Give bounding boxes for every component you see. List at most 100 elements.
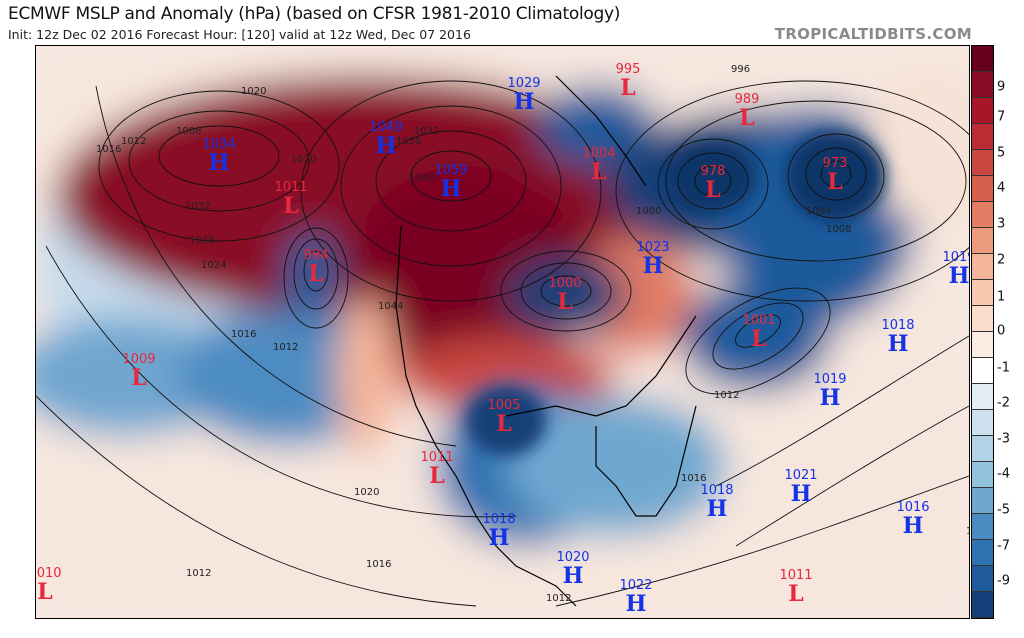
colorbar-tick-label: -5 — [997, 502, 1010, 518]
pressure-type-letter: H — [625, 591, 647, 617]
contour-label: 1012 — [546, 593, 572, 604]
pressure-value: 1005 — [487, 398, 521, 413]
colorbar-tick-label: 4 — [997, 180, 1006, 196]
pressure-type-letter: L — [705, 177, 721, 203]
coastlines — [395, 75, 697, 607]
colorbar-bin — [972, 46, 993, 72]
isobars — [36, 80, 969, 607]
contour-label: 1036 — [396, 136, 422, 147]
pressure-type-letter: H — [819, 385, 841, 411]
pressure-value: 1018 — [700, 483, 734, 498]
high-pressure-center: 1023 H — [636, 241, 669, 277]
pressure-type-letter: H — [375, 133, 397, 159]
pressure-type-letter: H — [706, 496, 728, 522]
contour-label: 1000 — [636, 206, 662, 217]
colorbar-tick-label: 0 — [997, 323, 1006, 339]
colorbar-tick-label: 9 — [997, 79, 1006, 95]
low-pressure-center: 1011 L — [779, 569, 812, 605]
pressure-value: 1009 — [122, 352, 156, 367]
pressure-type-letter: L — [496, 411, 512, 437]
pressure-value: 1018 — [482, 512, 516, 527]
low-pressure-center: 989 L — [735, 93, 760, 129]
pressure-type-letter: H — [948, 263, 970, 289]
pressure-value: 1011 — [779, 568, 813, 583]
pressure-type-letter: L — [751, 326, 767, 352]
pressure-value: 1001 — [742, 313, 776, 328]
contour-label: 1004 — [806, 206, 832, 217]
colorbar-bin — [972, 540, 993, 566]
colorbar-tick-label: 3 — [997, 216, 1006, 232]
pressure-value: 1011 — [420, 450, 454, 465]
high-pressure-center: 1018 H — [881, 319, 914, 355]
high-pressure-center: 1021 H — [784, 469, 817, 505]
pressure-type-letter: L — [37, 579, 53, 605]
low-pressure-center: 1005 L — [487, 399, 520, 435]
low-pressure-center: 994 L — [304, 249, 329, 285]
low-pressure-center: 1004 L — [582, 147, 615, 183]
pressure-type-letter: H — [790, 481, 812, 507]
colorbar-bin — [972, 410, 993, 436]
pressure-value: 1016 — [896, 500, 930, 515]
colorbar-tick-label: -7 — [997, 538, 1010, 554]
pressure-type-letter: L — [620, 75, 636, 101]
contour-label: 1024 — [201, 260, 227, 271]
pressure-type-letter: L — [557, 289, 573, 315]
pressure-value: 1019 — [813, 372, 847, 387]
high-pressure-center: 1049 H — [369, 121, 402, 157]
contour-label: 1032 — [185, 201, 211, 212]
pressure-value: 1019 — [942, 250, 969, 265]
pressure-value: 1004 — [582, 146, 616, 161]
contour-label: 1012 — [714, 390, 740, 401]
colorbar-tick-label: -2 — [997, 395, 1010, 411]
contour-label: 1016 — [966, 526, 969, 537]
contour-label: 1020 — [354, 487, 380, 498]
colorbar-bin — [972, 488, 993, 514]
pressure-value: 1020 — [556, 550, 590, 565]
contour-label: 1020 — [241, 86, 267, 97]
colorbar-bin — [972, 332, 993, 358]
pressure-type-letter: L — [429, 463, 445, 489]
pressure-type-letter: H — [902, 513, 924, 539]
colorbar-bin — [972, 202, 993, 228]
pressure-value: 1059 — [434, 163, 468, 178]
pressure-type-letter: L — [739, 105, 755, 131]
pressure-type-letter: L — [788, 581, 804, 607]
colorbar-bin — [972, 384, 993, 410]
pressure-type-letter: H — [440, 176, 462, 202]
contour-label: 1040 — [409, 173, 435, 184]
colorbar-bin — [972, 306, 993, 332]
colorbar-bin — [972, 254, 993, 280]
pressure-type-letter: H — [887, 331, 909, 357]
colorbar-tick-label: 1 — [997, 289, 1006, 305]
pressure-type-letter: L — [308, 261, 324, 287]
contour-label: 1016 — [96, 144, 122, 155]
low-pressure-center: 1011 L — [420, 451, 453, 487]
colorbar-bin — [972, 462, 993, 488]
contour-label: 1044 — [378, 301, 404, 312]
high-pressure-center: 1020 H — [556, 551, 589, 587]
colorbar-bin — [972, 72, 993, 98]
pressure-value: 1034 — [202, 137, 236, 152]
pressure-type-letter: H — [208, 150, 230, 176]
pressure-value: 1021 — [784, 468, 818, 483]
colorbar-bin — [972, 358, 993, 384]
pressure-type-letter: L — [827, 169, 843, 195]
pressure-value: 995 — [615, 62, 641, 77]
colorbar-tick-label: -4 — [997, 466, 1010, 482]
pressure-type-letter: H — [642, 253, 664, 279]
pressure-type-letter: L — [591, 159, 607, 185]
anomaly-field — [36, 46, 969, 618]
colorbar-tick-label: 7 — [997, 109, 1006, 125]
colorbar-bin — [972, 98, 993, 124]
colorbar-tick-label: 5 — [997, 145, 1006, 161]
contour-label: 1020 — [291, 154, 317, 165]
colorbar-bin — [972, 176, 993, 202]
contour-label: 1032 — [414, 126, 440, 137]
contour-label: 1012 — [186, 568, 212, 579]
pressure-value: 1029 — [507, 76, 541, 91]
mslp-anomaly-map: 1020 1016 1012 1008 1032 1028 1024 1036 … — [35, 45, 970, 619]
contour-label: 1016 — [366, 559, 392, 570]
brand-watermark: TROPICALTIDBITS.COM — [774, 25, 972, 43]
pressure-type-letter: H — [513, 89, 535, 115]
